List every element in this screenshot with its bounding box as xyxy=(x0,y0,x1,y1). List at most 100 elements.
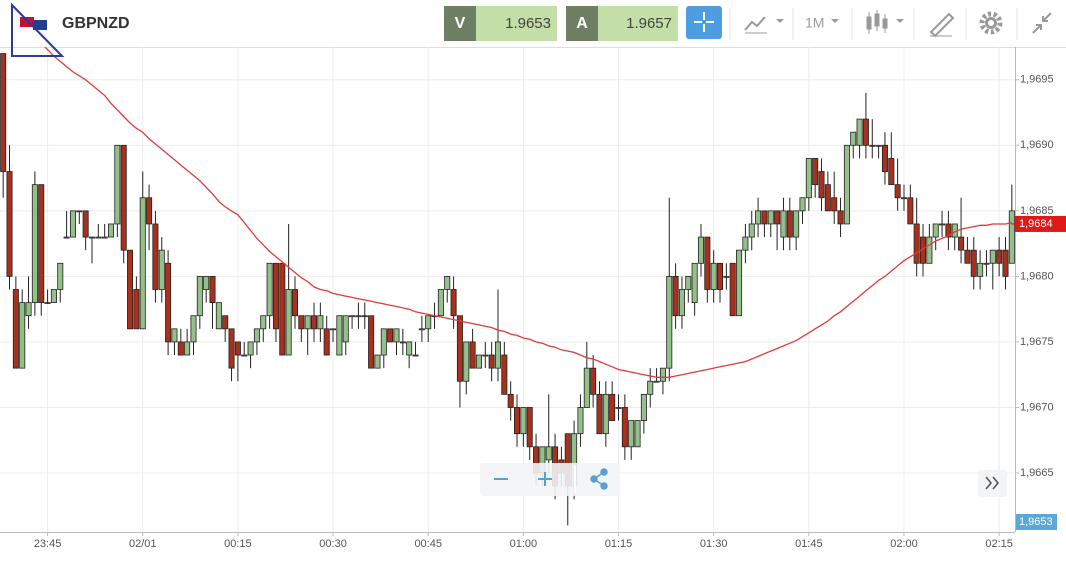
candle-body xyxy=(742,236,749,251)
candle-body xyxy=(805,158,812,199)
candle-body xyxy=(526,407,533,448)
candle-body xyxy=(260,315,267,330)
candle-body xyxy=(888,158,895,186)
candle-body xyxy=(456,315,463,382)
candle-body xyxy=(469,341,476,369)
candle-body xyxy=(482,354,489,357)
candle-body xyxy=(767,210,774,225)
candle-body xyxy=(177,341,184,356)
sell-label: V xyxy=(455,15,466,32)
candle-body xyxy=(964,249,971,264)
candle-body xyxy=(82,210,89,238)
candle-body xyxy=(678,289,685,317)
collapse-button[interactable] xyxy=(1032,12,1052,34)
x-tick-label: 00:45 xyxy=(414,538,442,550)
candle-body xyxy=(63,236,70,239)
candle-body xyxy=(203,275,210,290)
candle-body xyxy=(88,236,95,239)
candle-body xyxy=(374,354,381,369)
candle-body xyxy=(355,315,362,318)
drawing-tools-button[interactable] xyxy=(929,12,955,38)
candle-body xyxy=(596,393,603,435)
candle-body xyxy=(222,315,229,330)
x-tick-label: 01:30 xyxy=(700,538,728,550)
candle-body xyxy=(793,210,800,238)
candle-body xyxy=(939,223,946,226)
candle-body xyxy=(228,328,235,369)
candle-body xyxy=(628,420,635,448)
candle-body xyxy=(977,262,984,277)
candle-body xyxy=(171,328,178,343)
chart-type-button[interactable] xyxy=(744,16,784,34)
candle-style-button[interactable] xyxy=(866,10,904,34)
y-tick-label: 1,9665 xyxy=(1020,467,1054,479)
candle-body xyxy=(514,407,521,435)
candle-body xyxy=(837,210,844,225)
share-button[interactable] xyxy=(590,468,608,490)
candle-body xyxy=(285,289,292,356)
candle-body xyxy=(450,289,457,317)
candle-body xyxy=(463,341,470,382)
candle-body xyxy=(158,249,165,290)
zoom-in-button[interactable] xyxy=(538,472,552,486)
candle-body xyxy=(44,302,51,305)
candle-body xyxy=(139,197,146,330)
candle-body xyxy=(323,328,330,356)
scroll-right-button[interactable] xyxy=(978,470,1007,497)
candle-body xyxy=(996,249,1003,264)
candle-body xyxy=(291,289,298,317)
candle-body xyxy=(812,158,819,186)
y-tick-label: 1,9680 xyxy=(1020,270,1054,282)
candle-body xyxy=(609,393,616,421)
candle-body xyxy=(494,341,501,369)
y-tick-label: 1,9690 xyxy=(1020,139,1054,151)
candle-body xyxy=(241,354,248,357)
candle-body xyxy=(507,393,514,408)
candle-body xyxy=(317,315,324,330)
candle-body xyxy=(970,249,977,277)
candle-body xyxy=(907,197,914,225)
x-tick-label: 00:30 xyxy=(319,538,347,550)
bid-price-label: 1,9653 xyxy=(1019,516,1053,528)
buy-price: 1.9657 xyxy=(626,15,672,32)
candle-body xyxy=(0,53,7,172)
candle-body xyxy=(25,302,32,317)
candle-body xyxy=(209,275,216,304)
sell-price: 1.9653 xyxy=(505,15,551,32)
zoom-controls xyxy=(480,463,620,496)
candle-body xyxy=(437,289,444,317)
candle-body xyxy=(127,249,134,330)
candle-body xyxy=(399,341,406,344)
candle-body xyxy=(6,171,13,277)
candle-body xyxy=(1002,249,1009,277)
candle-body xyxy=(349,315,356,318)
timeframe-button[interactable]: 1M xyxy=(805,15,839,31)
x-tick-label: 23:45 xyxy=(34,538,62,550)
crosshair-button[interactable] xyxy=(686,6,722,39)
candle-body xyxy=(266,262,273,317)
x-tick-label: 02/01 xyxy=(129,538,157,550)
settings-button[interactable] xyxy=(979,11,1003,35)
candle-body xyxy=(818,171,825,199)
buy-button[interactable]: A 1.9657 xyxy=(566,6,678,41)
candle-body xyxy=(444,275,451,290)
candle-body xyxy=(729,262,736,317)
candle-body xyxy=(95,236,102,239)
candle-body xyxy=(869,144,876,147)
candle-body xyxy=(361,315,368,318)
candle-body xyxy=(856,118,863,146)
candle-body xyxy=(69,210,76,238)
candle-body xyxy=(253,328,260,343)
candle-body xyxy=(983,262,990,265)
candle-body xyxy=(894,184,901,199)
symbol-logo[interactable] xyxy=(11,2,65,57)
candle-body xyxy=(691,262,698,304)
candle-body xyxy=(862,118,869,146)
candle-body xyxy=(101,236,108,239)
sell-button[interactable]: V 1.9653 xyxy=(444,6,557,41)
y-tick-label: 1,9670 xyxy=(1020,401,1054,413)
candle-body xyxy=(57,262,64,290)
candle-body xyxy=(577,407,584,435)
candle-body xyxy=(647,380,654,395)
x-tick-label: 01:15 xyxy=(605,538,633,550)
